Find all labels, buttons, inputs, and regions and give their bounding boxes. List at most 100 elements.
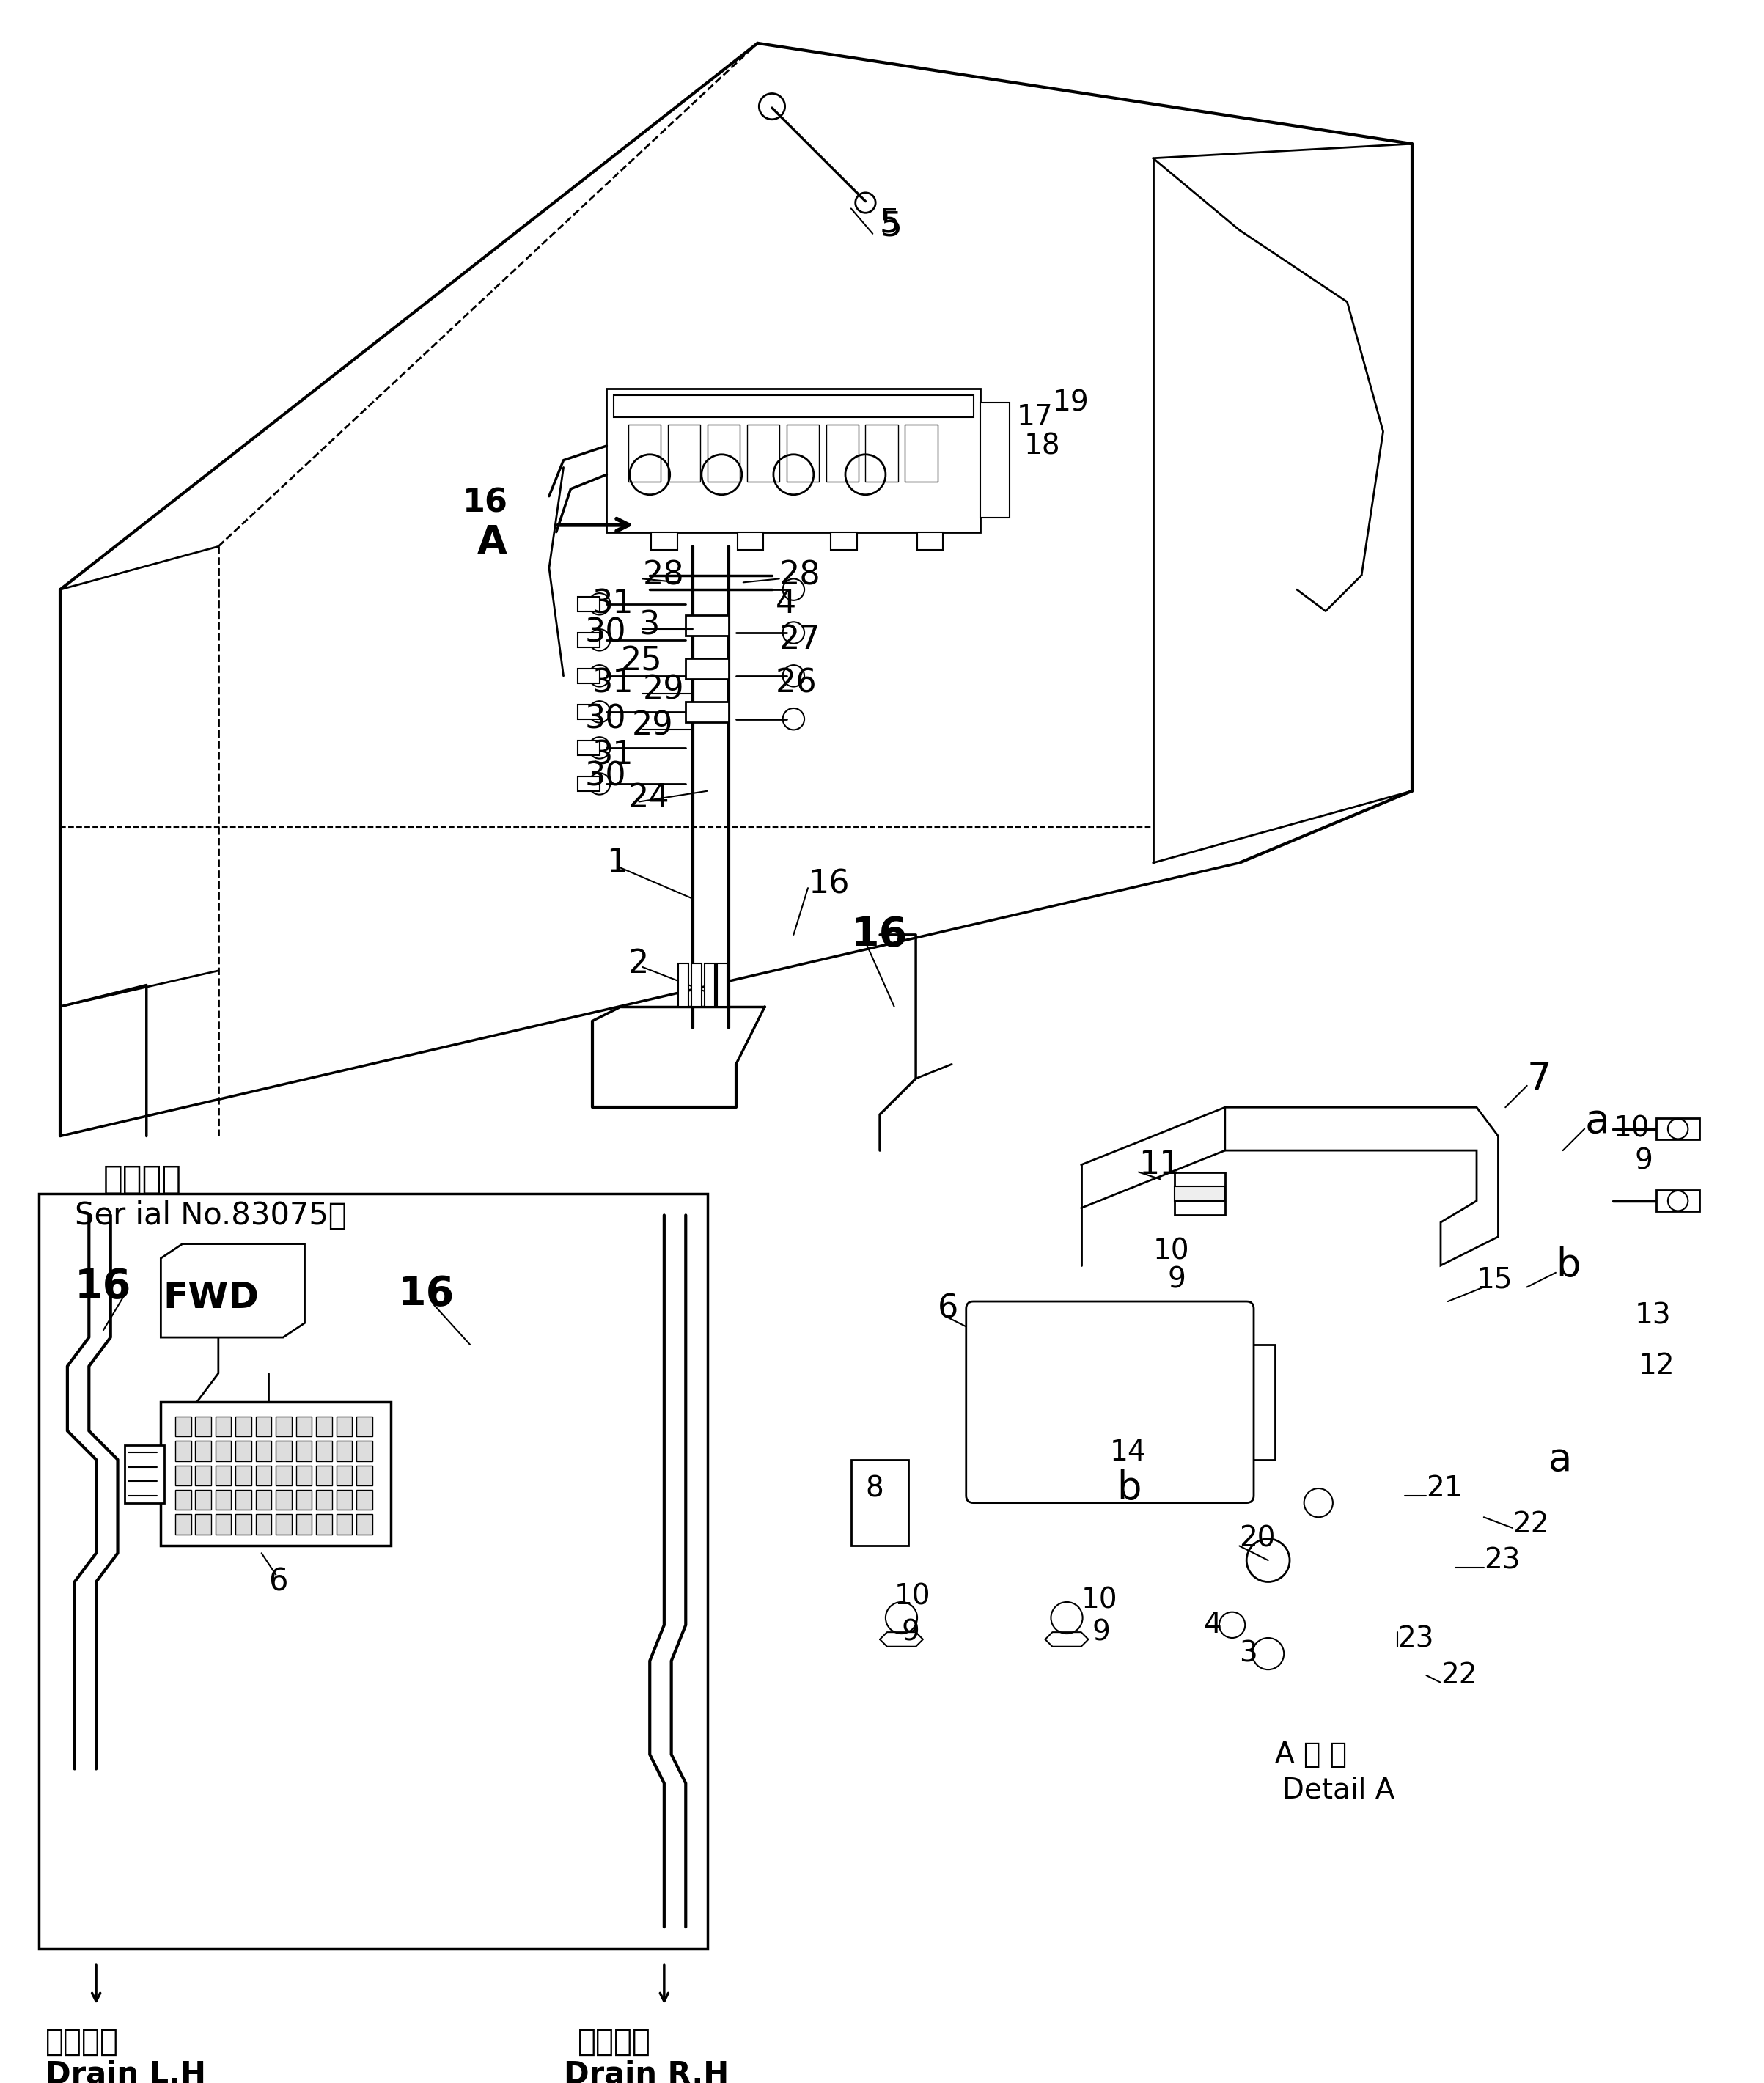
Bar (628, 425, 660, 481)
Text: 5: 5 (880, 210, 901, 244)
Text: 3: 3 (1240, 1639, 1258, 1668)
Bar (196, 1464, 212, 1485)
Bar (831, 531, 857, 550)
Text: b: b (1556, 1246, 1581, 1285)
Bar (356, 1489, 372, 1510)
Text: 30: 30 (586, 704, 626, 735)
Text: 5: 5 (880, 206, 901, 240)
Text: 1: 1 (607, 848, 628, 879)
Text: a: a (1584, 1102, 1609, 1141)
Bar (275, 1441, 291, 1460)
Bar (161, 1402, 392, 1546)
Bar (787, 425, 818, 481)
Bar (356, 1464, 372, 1485)
Text: 6: 6 (937, 1294, 958, 1325)
Text: 23: 23 (1484, 1546, 1521, 1575)
Text: 16: 16 (74, 1266, 131, 1306)
Bar (316, 1514, 332, 1535)
Bar (39, 1194, 707, 1948)
Bar (196, 1489, 212, 1510)
Text: 17: 17 (1016, 404, 1053, 431)
Bar (175, 1514, 191, 1535)
Text: 12: 12 (1639, 1352, 1674, 1381)
Bar (296, 1464, 312, 1485)
Bar (175, 1416, 191, 1437)
Bar (686, 658, 729, 679)
Polygon shape (1224, 1108, 1498, 1266)
Text: 31: 31 (593, 739, 633, 771)
Bar (236, 1416, 252, 1437)
Bar (614, 396, 974, 417)
Bar (215, 1441, 231, 1460)
Bar (236, 1441, 252, 1460)
Text: 10: 10 (1154, 1237, 1189, 1264)
Text: Detail A: Detail A (1282, 1777, 1395, 1804)
Text: 2: 2 (628, 948, 649, 979)
Text: Ser ial No.83075～: Ser ial No.83075～ (74, 1200, 346, 1231)
Text: 適用号機: 適用号機 (104, 1164, 182, 1196)
Bar (256, 1416, 272, 1437)
Bar (196, 1416, 212, 1437)
Bar (275, 1464, 291, 1485)
Text: 11: 11 (1140, 1150, 1180, 1181)
Text: FWD: FWD (162, 1281, 259, 1316)
Bar (215, 1489, 231, 1510)
Text: Drain L.H: Drain L.H (46, 2058, 206, 2083)
Bar (746, 425, 780, 481)
Bar (316, 1416, 332, 1437)
Bar (316, 1464, 332, 1485)
FancyBboxPatch shape (967, 1302, 1254, 1502)
Text: 19: 19 (1053, 390, 1088, 417)
Bar (316, 1489, 332, 1510)
Bar (356, 1441, 372, 1460)
Bar (1175, 1173, 1224, 1214)
Bar (707, 425, 739, 481)
Bar (356, 1416, 372, 1437)
Text: 31: 31 (593, 587, 633, 621)
Bar (686, 702, 729, 723)
Bar (236, 1514, 252, 1535)
Text: 8: 8 (866, 1475, 884, 1502)
Bar (316, 1441, 332, 1460)
Bar (175, 1441, 191, 1460)
Bar (669, 425, 700, 481)
Bar (215, 1416, 231, 1437)
Bar (296, 1489, 312, 1510)
Text: 31: 31 (593, 667, 633, 698)
Text: 16: 16 (808, 869, 850, 900)
Text: 28: 28 (780, 560, 820, 592)
Bar (850, 1460, 908, 1546)
Text: 16: 16 (462, 487, 508, 519)
Text: 9: 9 (1168, 1266, 1185, 1294)
Bar (175, 1464, 191, 1485)
Text: A: A (478, 523, 508, 562)
Bar (905, 425, 937, 481)
Bar (125, 1446, 164, 1502)
Bar (236, 1489, 252, 1510)
Bar (196, 1514, 212, 1535)
Bar (236, 1464, 252, 1485)
Text: 7: 7 (1528, 1060, 1552, 1098)
Bar (337, 1489, 353, 1510)
Bar (866, 425, 898, 481)
Bar (256, 1489, 272, 1510)
Bar (704, 964, 714, 1006)
Text: 26: 26 (776, 667, 817, 698)
Bar (275, 1489, 291, 1510)
Bar (256, 1441, 272, 1460)
Bar (337, 1416, 353, 1437)
Text: 25: 25 (621, 646, 663, 677)
Text: 22: 22 (1441, 1662, 1476, 1689)
Text: 13: 13 (1635, 1302, 1671, 1329)
Text: 4: 4 (776, 587, 796, 621)
Text: 23: 23 (1397, 1625, 1434, 1654)
Bar (337, 1514, 353, 1535)
Bar (579, 598, 600, 610)
Text: 15: 15 (1476, 1266, 1514, 1294)
Bar (215, 1464, 231, 1485)
Bar (607, 387, 981, 531)
Text: Drain R.H: Drain R.H (563, 2058, 729, 2083)
Bar (981, 402, 1009, 519)
Bar (718, 964, 727, 1006)
Bar (296, 1416, 312, 1437)
